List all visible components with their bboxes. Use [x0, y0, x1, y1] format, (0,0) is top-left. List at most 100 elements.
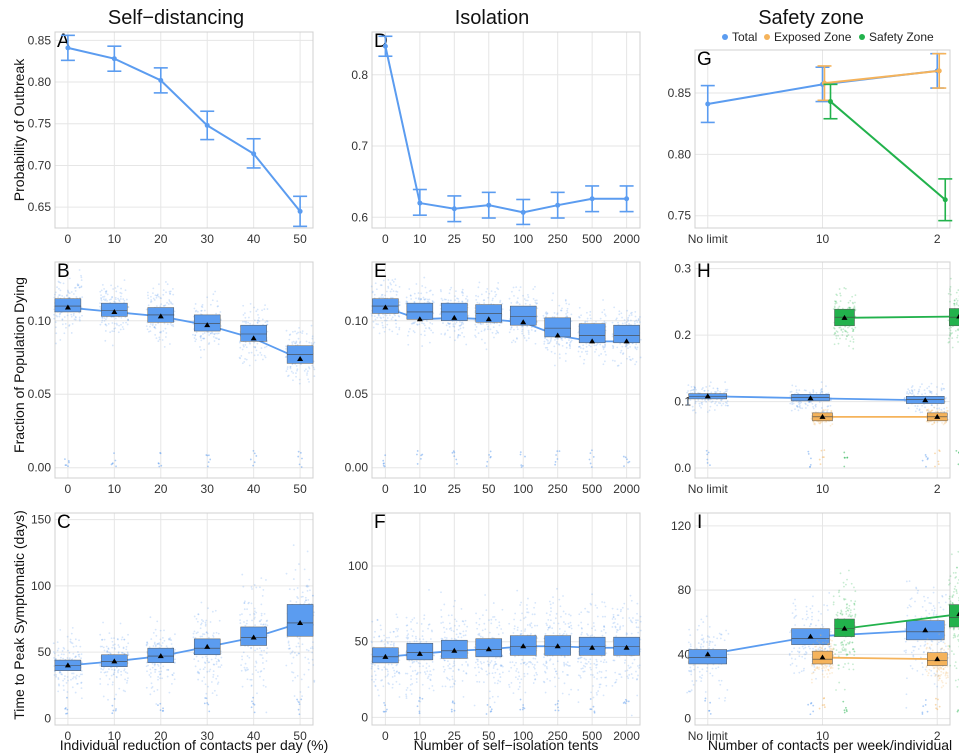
y-tick-label: 0.10 [28, 314, 52, 328]
jitter-point [202, 620, 205, 623]
jitter-point [174, 648, 176, 651]
jitter-point [239, 619, 241, 622]
jitter-point [624, 345, 627, 348]
jitter-point [156, 642, 159, 645]
jitter-point [158, 670, 161, 673]
jitter-point [482, 299, 485, 302]
jitter-point [80, 669, 83, 672]
jitter-point [934, 465, 936, 468]
jitter-point [158, 338, 161, 341]
jitter-point [208, 661, 211, 664]
jitter-point [940, 388, 943, 391]
jitter-point [949, 286, 952, 288]
jitter-point [423, 298, 426, 301]
jitter-point [72, 312, 75, 315]
jitter-point [406, 686, 409, 689]
jitter-point [611, 333, 614, 336]
jitter-point [293, 651, 296, 654]
y-tick-label: 0.80 [668, 147, 692, 161]
jitter-point [698, 405, 701, 407]
jitter-point [103, 319, 106, 322]
jitter-point [424, 673, 427, 675]
y-tick-label: 0.85 [668, 86, 692, 100]
jitter-point [113, 452, 115, 454]
jitter-point [65, 294, 68, 297]
jitter-point [255, 662, 258, 664]
jitter-point [451, 675, 454, 678]
jitter-point [105, 318, 107, 321]
jitter-point [193, 658, 196, 661]
jitter-point [100, 671, 102, 674]
jitter-point [486, 323, 488, 326]
jitter-point [66, 289, 69, 292]
jitter-point [602, 299, 604, 301]
jitter-point [453, 660, 456, 663]
jitter-point [285, 572, 288, 575]
jitter-point [547, 342, 550, 345]
mean-marker [554, 332, 561, 338]
jitter-point [451, 678, 454, 681]
jitter-point [926, 408, 928, 411]
jitter-point [906, 391, 909, 393]
jitter-point [376, 619, 379, 622]
jitter-point [257, 319, 259, 322]
jitter-point [293, 695, 296, 697]
jitter-point [852, 307, 855, 310]
jitter-point [219, 311, 222, 313]
jitter-point [246, 666, 248, 669]
jitter-point [463, 623, 466, 626]
x-tick-label: 40 [247, 482, 261, 496]
jitter-point [423, 671, 426, 673]
mean-marker [297, 619, 304, 625]
jitter-point [389, 282, 392, 284]
jitter-point [534, 624, 536, 627]
jitter-point [948, 327, 951, 330]
jitter-point [205, 619, 208, 622]
jitter-point [404, 302, 407, 305]
y-tick-label: 50 [38, 645, 52, 659]
jitter-point [577, 350, 580, 353]
y-axis-label-row3: Time to Peak Symptomatic (days) [11, 510, 27, 720]
jitter-point [194, 665, 197, 668]
jitter-point [206, 632, 209, 635]
mean-marker [956, 313, 959, 319]
jitter-point [405, 636, 408, 639]
jitter-point [406, 301, 409, 303]
jitter-point [833, 305, 836, 308]
jitter-point [517, 688, 520, 691]
jitter-point [303, 568, 306, 571]
jitter-point [297, 708, 300, 711]
jitter-point [821, 420, 824, 423]
jitter-point [242, 585, 245, 588]
jitter-point [55, 674, 58, 676]
jitter-point [724, 381, 727, 383]
jitter-point [462, 326, 465, 329]
jitter-point [454, 290, 457, 293]
jitter-point [428, 290, 431, 292]
jitter-point [77, 653, 80, 656]
jitter-point [453, 662, 455, 665]
jitter-point [415, 660, 418, 663]
jitter-point [694, 411, 697, 414]
jitter-point [120, 674, 123, 676]
jitter-point [158, 283, 160, 286]
jitter-point [518, 289, 521, 292]
jitter-point [527, 296, 530, 298]
jitter-point [116, 638, 119, 640]
jitter-point [701, 388, 703, 391]
jitter-point [76, 682, 79, 685]
jitter-point [690, 386, 693, 388]
jitter-point [385, 636, 388, 639]
jitter-point [481, 636, 484, 639]
jitter-point [512, 286, 515, 289]
jitter-point [154, 333, 157, 336]
jitter-point [199, 627, 202, 630]
jitter-point [561, 337, 564, 340]
jitter-point [198, 672, 201, 675]
jitter-point [532, 298, 535, 300]
jitter-point [242, 320, 244, 323]
jitter-point [111, 296, 114, 298]
jitter-point [203, 661, 206, 664]
jitter-point [853, 305, 856, 308]
jitter-point [926, 387, 929, 390]
